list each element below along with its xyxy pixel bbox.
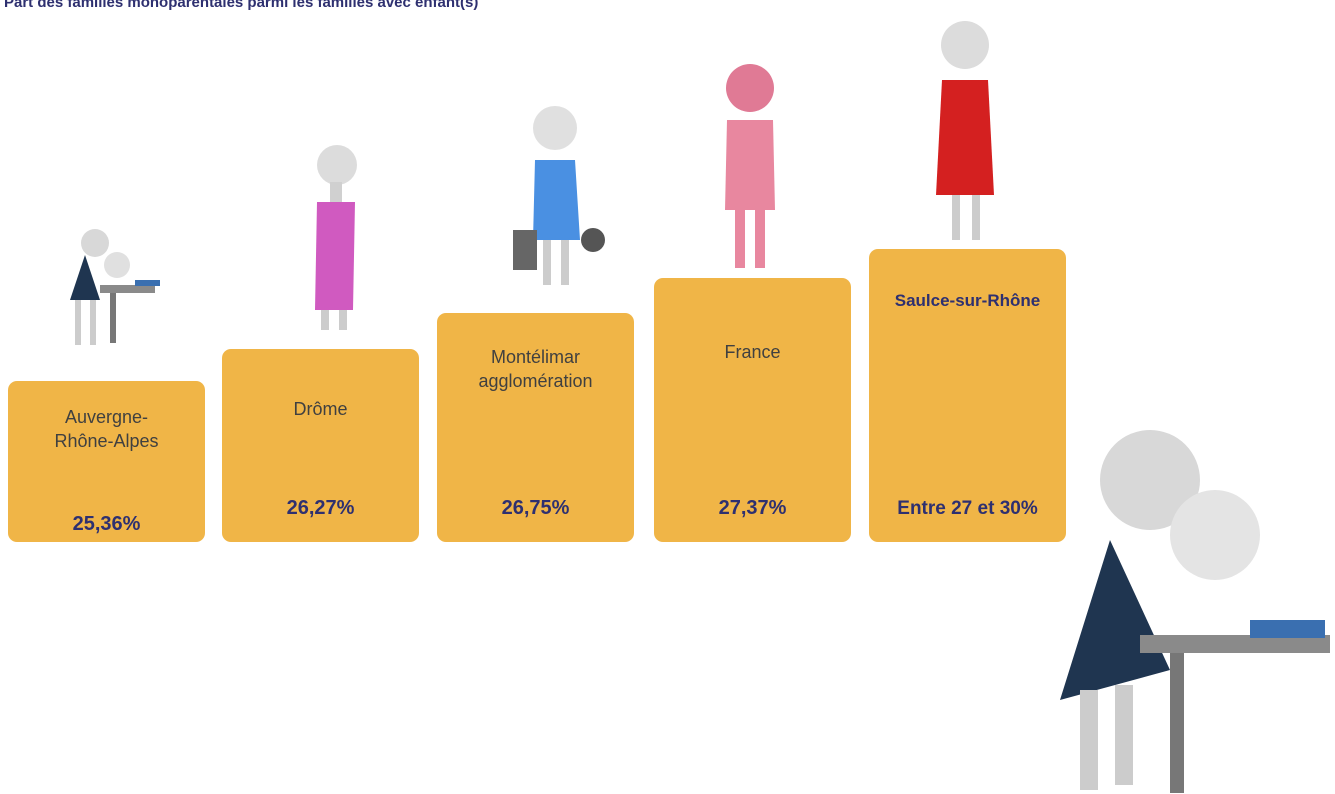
box-value: Entre 27 et 30% bbox=[869, 498, 1066, 520]
figure-teacher-large bbox=[1040, 420, 1335, 794]
title: Part des familles monoparentales parmi l… bbox=[4, 0, 478, 11]
box-label: Montélimar agglomération bbox=[467, 345, 604, 393]
box-label: Auvergne-Rhône-Alpes bbox=[38, 405, 175, 453]
box: Saulce-sur-Rhône Entre 27 et 30% bbox=[869, 249, 1066, 542]
figure-woman-blue bbox=[505, 100, 615, 290]
box-value: 27,37% bbox=[654, 497, 851, 520]
box: Auvergne-Rhône-Alpes 25,36% bbox=[8, 381, 205, 542]
figure-woman-red bbox=[920, 10, 1010, 245]
box: Montélimar agglomération 26,75% bbox=[437, 313, 634, 542]
box-value: 26,27% bbox=[222, 497, 419, 520]
box: Drôme 26,27% bbox=[222, 349, 419, 542]
box-value: 25,36% bbox=[8, 513, 205, 536]
box-label: France bbox=[668, 340, 837, 364]
box-value: 26,75% bbox=[437, 497, 634, 520]
figure-teacher-small bbox=[55, 225, 165, 355]
box-label: Drôme bbox=[236, 397, 405, 421]
page: {"title": "Part des familles monoparenta… bbox=[0, 0, 1335, 794]
figure-woman-pink bbox=[295, 140, 375, 335]
box: France 27,37% bbox=[654, 278, 851, 542]
figure-woman-pink-solid bbox=[705, 60, 795, 275]
box-label: Saulce-sur-Rhône bbox=[869, 289, 1066, 313]
